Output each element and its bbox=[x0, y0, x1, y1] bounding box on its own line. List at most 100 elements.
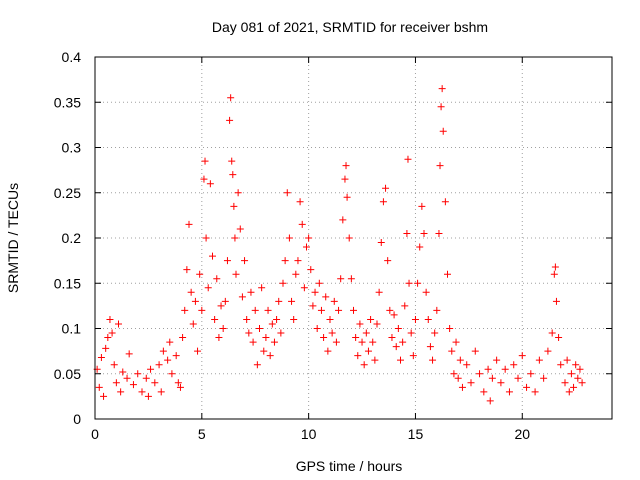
x-axis-label: GPS time / hours bbox=[296, 458, 403, 474]
data-point bbox=[551, 263, 559, 271]
data-point bbox=[476, 370, 484, 378]
data-point bbox=[422, 288, 430, 296]
data-point bbox=[386, 306, 394, 314]
data-point bbox=[332, 338, 340, 346]
data-point bbox=[574, 374, 582, 382]
y-axis-label: SRMTID / TECUs bbox=[5, 183, 21, 293]
data-point bbox=[313, 325, 321, 332]
data-point bbox=[555, 334, 563, 342]
x-tick-label: 10 bbox=[301, 426, 317, 442]
data-point bbox=[356, 320, 364, 328]
data-point bbox=[414, 279, 422, 287]
data-point bbox=[275, 297, 283, 305]
data-point bbox=[206, 180, 214, 188]
data-point bbox=[307, 266, 315, 274]
data-point bbox=[405, 279, 413, 287]
data-point bbox=[198, 306, 206, 314]
data-point bbox=[315, 279, 323, 287]
data-point bbox=[354, 352, 362, 360]
data-point bbox=[201, 157, 209, 165]
data-point bbox=[191, 297, 199, 305]
data-point bbox=[437, 103, 445, 111]
data-point bbox=[347, 275, 355, 283]
data-point bbox=[142, 374, 150, 382]
data-point bbox=[95, 383, 103, 391]
data-point bbox=[540, 374, 548, 382]
tick-labels: 0 5 10 15 20 0 0.05 0.1 0.15 0.2 0.25 0.3 0.35 0.4 bbox=[54, 49, 531, 442]
data-point bbox=[435, 229, 443, 237]
data-point bbox=[471, 347, 479, 355]
data-point bbox=[436, 162, 444, 170]
data-point bbox=[200, 175, 208, 183]
data-point bbox=[298, 220, 306, 228]
data-point bbox=[164, 356, 172, 364]
data-point bbox=[438, 85, 446, 93]
data-point bbox=[345, 234, 353, 242]
data-point bbox=[223, 257, 231, 265]
data-point bbox=[330, 297, 338, 305]
data-point bbox=[439, 127, 447, 135]
data-point bbox=[379, 198, 387, 206]
data-point bbox=[281, 257, 289, 265]
data-point bbox=[544, 347, 552, 355]
data-point bbox=[256, 325, 263, 332]
data-point bbox=[550, 270, 558, 278]
data-point bbox=[174, 379, 182, 387]
data-point bbox=[245, 329, 253, 337]
data-point bbox=[433, 306, 441, 314]
y-tick-label: 0.35 bbox=[54, 94, 81, 110]
data-point bbox=[157, 388, 165, 396]
data-point bbox=[305, 234, 313, 242]
data-point bbox=[270, 338, 278, 346]
data-point bbox=[561, 379, 569, 387]
data-point bbox=[213, 275, 221, 283]
y-tick-label: 0.3 bbox=[62, 140, 82, 156]
data-point bbox=[360, 361, 368, 369]
data-point bbox=[209, 252, 216, 260]
data-point bbox=[362, 329, 370, 337]
data-point bbox=[409, 352, 417, 360]
data-point bbox=[404, 155, 412, 163]
data-point bbox=[264, 306, 272, 314]
data-point bbox=[159, 347, 167, 355]
data-point bbox=[104, 334, 112, 342]
data-point bbox=[262, 334, 270, 342]
data-point bbox=[557, 361, 565, 369]
data-point bbox=[288, 297, 296, 305]
data-point bbox=[367, 315, 375, 323]
data-point bbox=[352, 334, 360, 342]
data-point bbox=[179, 334, 187, 342]
data-point bbox=[189, 320, 197, 328]
data-point bbox=[576, 365, 584, 373]
data-point bbox=[518, 352, 526, 360]
data-point bbox=[300, 284, 308, 292]
data-point bbox=[227, 94, 235, 102]
data-point bbox=[343, 193, 351, 201]
data-point bbox=[358, 338, 366, 346]
data-point bbox=[565, 388, 573, 396]
data-point bbox=[429, 356, 437, 364]
data-point bbox=[266, 352, 274, 360]
data-point bbox=[119, 368, 127, 376]
axis-ticks bbox=[94, 56, 612, 420]
data-point bbox=[456, 356, 464, 364]
data-point bbox=[486, 397, 494, 405]
data-point bbox=[535, 356, 543, 364]
data-point bbox=[181, 306, 189, 314]
data-point bbox=[238, 293, 246, 301]
data-point bbox=[202, 234, 210, 242]
data-point bbox=[144, 392, 152, 400]
data-point bbox=[138, 388, 146, 396]
data-point bbox=[446, 325, 454, 332]
data-point bbox=[185, 220, 193, 228]
y-tick-label: 0.4 bbox=[62, 49, 82, 65]
data-point bbox=[337, 275, 345, 283]
data-point bbox=[183, 266, 191, 274]
y-tick-label: 0.1 bbox=[62, 321, 82, 337]
data-point bbox=[277, 329, 285, 337]
data-point bbox=[567, 370, 575, 378]
data-point bbox=[373, 320, 381, 328]
data-point bbox=[115, 320, 122, 328]
data-point bbox=[168, 370, 176, 378]
data-point bbox=[531, 388, 539, 396]
